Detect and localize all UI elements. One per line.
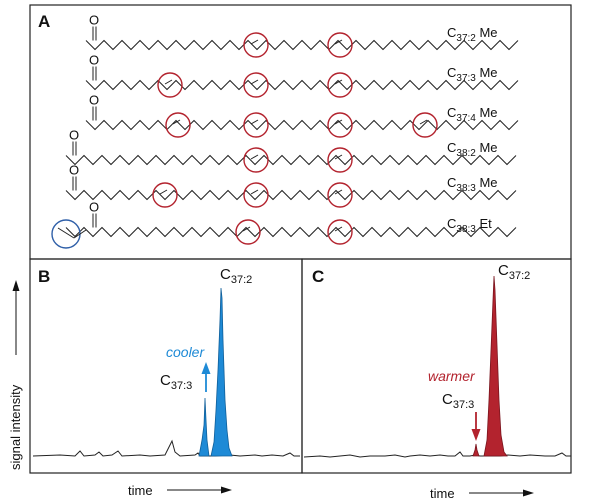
double-bond-line xyxy=(334,189,343,195)
panel-c-warmer-label: warmer xyxy=(428,368,476,384)
double-bond-circle xyxy=(235,219,261,245)
double-bond-line xyxy=(242,226,251,232)
oxygen-atom: O xyxy=(89,53,99,68)
molecule-label: C38:2 Me xyxy=(447,140,498,159)
double-bond-line xyxy=(250,189,259,195)
double-bond-circle xyxy=(152,182,178,208)
double-bond-circle xyxy=(243,182,269,208)
double-bond-circle xyxy=(157,72,183,98)
molecule-label: C37:2 Me xyxy=(447,25,498,44)
panel-b-peak-c37-3 xyxy=(198,397,210,457)
double-bond-line xyxy=(172,119,181,125)
double-bond-line xyxy=(250,119,259,125)
double-bond-circle xyxy=(243,147,269,173)
double-bond-line xyxy=(334,79,343,85)
double-bond-circle xyxy=(412,112,438,138)
panel-c-time-label: time xyxy=(430,486,455,500)
double-bond-line xyxy=(250,39,259,45)
panel-b-time-label: time xyxy=(128,483,153,498)
double-bond-circle xyxy=(327,112,353,138)
panel-c-peak-c37-2 xyxy=(483,275,508,457)
oxygen-atom: O xyxy=(89,93,99,108)
double-bond-circle xyxy=(243,32,269,58)
double-bond-line xyxy=(419,119,428,125)
oxygen-atom: O xyxy=(89,13,99,28)
molecule-label: C38:3 Et xyxy=(447,216,492,235)
alkenone-chain xyxy=(65,226,517,238)
y-axis-arrow-head xyxy=(12,280,20,291)
panel-c-warmer-arrow-head xyxy=(471,429,481,441)
double-bond-line xyxy=(334,154,343,160)
double-bond-line xyxy=(164,79,173,85)
double-bond-line xyxy=(334,119,343,125)
oxygen-atom: O xyxy=(69,128,79,143)
panel-c-time-arrow-head xyxy=(523,489,534,497)
oxygen-atom: O xyxy=(89,200,99,215)
panel-c-chromatogram: C37:2 C37:3 warmer time xyxy=(303,262,571,500)
panel-a-molecules: O C37:2 Me O C37:3 Me O C37:4 Me O C38:2 Me O C38… xyxy=(51,13,519,249)
double-bond-circle xyxy=(243,72,269,98)
panel-c-peak-minor-label: C37:3 xyxy=(442,391,474,411)
panel-b-cooler-arrow-head xyxy=(201,362,211,374)
ethyl-bond xyxy=(73,229,87,239)
panel-c-baseline xyxy=(303,451,571,458)
molecule-label: C37:3 Me xyxy=(447,65,498,84)
double-bond-line xyxy=(250,154,259,160)
panel-b-chromatogram: C37:2 C37:3 cooler time xyxy=(32,266,300,498)
double-bond-circle xyxy=(327,147,353,173)
panel-b-label: B xyxy=(38,267,50,286)
double-bond-circle xyxy=(327,72,353,98)
ethyl-bond xyxy=(57,227,75,239)
double-bond-line xyxy=(159,189,168,195)
panel-b-frame xyxy=(29,258,303,474)
alkenone-chain xyxy=(85,39,519,51)
double-bond-circle xyxy=(327,182,353,208)
molecule-label: C38:3 Me xyxy=(447,175,498,194)
panel-b-time-arrow-head xyxy=(221,486,232,494)
double-bond-line xyxy=(334,226,343,232)
double-bond-circle xyxy=(327,32,353,58)
alkenone-chain xyxy=(85,79,519,91)
double-bond-line xyxy=(334,39,343,45)
alkenone-chain xyxy=(65,154,517,166)
alkenone-chain xyxy=(65,189,517,201)
y-axis: signal intensity xyxy=(8,280,23,470)
double-bond-line xyxy=(250,79,259,85)
panel-b-peak-c37-2 xyxy=(210,287,233,457)
double-bond-circle xyxy=(165,112,191,138)
panel-c-peak-c37-3 xyxy=(472,443,480,457)
alkenone-chain xyxy=(85,119,519,131)
panel-b-baseline xyxy=(32,439,300,457)
y-axis-label: signal intensity xyxy=(8,384,23,470)
panel-c-frame xyxy=(301,258,572,474)
panel-c-peak-major-label: C37:2 xyxy=(498,262,530,282)
panel-c-label: C xyxy=(312,267,324,286)
oxygen-atom: O xyxy=(69,163,79,178)
panel-b-peak-minor-label: C37:3 xyxy=(160,372,192,392)
panel-b-cooler-label: cooler xyxy=(166,344,205,360)
double-bond-circle xyxy=(243,112,269,138)
molecule-label: C37:4 Me xyxy=(447,105,498,124)
panel-a-label: A xyxy=(38,12,50,31)
double-bond-circle xyxy=(327,219,353,245)
ethyl-group-circle xyxy=(51,219,81,249)
panel-b-peak-major-label: C37:2 xyxy=(220,266,252,286)
